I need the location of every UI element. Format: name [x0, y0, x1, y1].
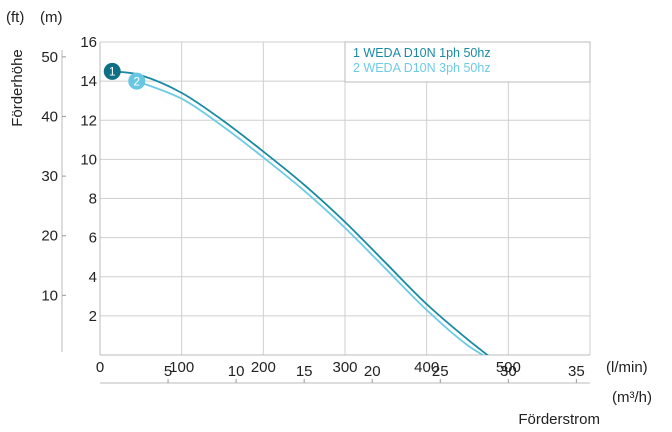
- y-tick-label: 6: [89, 230, 97, 247]
- y-tick-label: 12: [80, 112, 97, 129]
- y2-tick-label: 20: [41, 228, 58, 245]
- x2-tick-label: 15: [296, 363, 313, 380]
- x2-tick-label: 20: [364, 363, 381, 380]
- series-marker-2: 2: [128, 72, 146, 90]
- x2-tick-label: 10: [228, 363, 245, 380]
- legend-box: [344, 41, 591, 83]
- y-axis-title: Förderhöhe: [9, 49, 26, 127]
- axes: [61, 42, 590, 384]
- y2-tick-label: 50: [41, 49, 58, 66]
- y-tick-label: 8: [89, 191, 97, 208]
- x-tick-label: 100: [169, 359, 194, 376]
- x-tick-label: 500: [496, 359, 521, 376]
- grid: [99, 41, 591, 355]
- legend-entry-2: 2 WEDA D10N 3ph 50hz: [353, 61, 491, 75]
- y-tick-label: 16: [80, 34, 97, 51]
- x2-tick-label: 35: [568, 363, 585, 380]
- x-tick-label: 300: [332, 359, 357, 376]
- x2-tick-label: 30: [500, 363, 517, 380]
- marker-label: 2: [133, 74, 140, 88]
- y2-unit-label: (ft): [6, 9, 24, 26]
- legend-entry-1: 1 WEDA D10N 1ph 50hz: [353, 46, 491, 60]
- y-tick-label: 14: [80, 73, 97, 90]
- y-tick-label: 4: [89, 269, 97, 286]
- y-tick-label: 10: [80, 151, 97, 168]
- series-line-2: [136, 80, 485, 355]
- x-tick-label: 200: [251, 359, 276, 376]
- x-axis-title: Förderstrom: [518, 411, 600, 428]
- y2-tick-label: 30: [41, 168, 58, 185]
- series-marker-1: 1: [103, 62, 121, 80]
- x2-tick-label: 25: [432, 363, 449, 380]
- y2-tick-label: 40: [41, 108, 58, 125]
- marker-circle: [128, 72, 146, 90]
- series-lines: [112, 70, 489, 355]
- marker-label: 1: [109, 65, 116, 79]
- y-tick-label: 2: [89, 308, 97, 325]
- series-markers: 12: [103, 62, 146, 90]
- series-line-1: [112, 70, 489, 355]
- marker-circle: [103, 62, 121, 80]
- x2-unit-label: (m³/h): [612, 389, 652, 406]
- y-unit-label: (m): [40, 9, 63, 26]
- x2-tick-label: 5: [164, 363, 172, 380]
- x-tick-label: 400: [414, 359, 439, 376]
- x-tick-label: 0: [96, 359, 104, 376]
- x-unit-label: (l/min): [606, 359, 648, 376]
- y2-tick-label: 10: [41, 287, 58, 304]
